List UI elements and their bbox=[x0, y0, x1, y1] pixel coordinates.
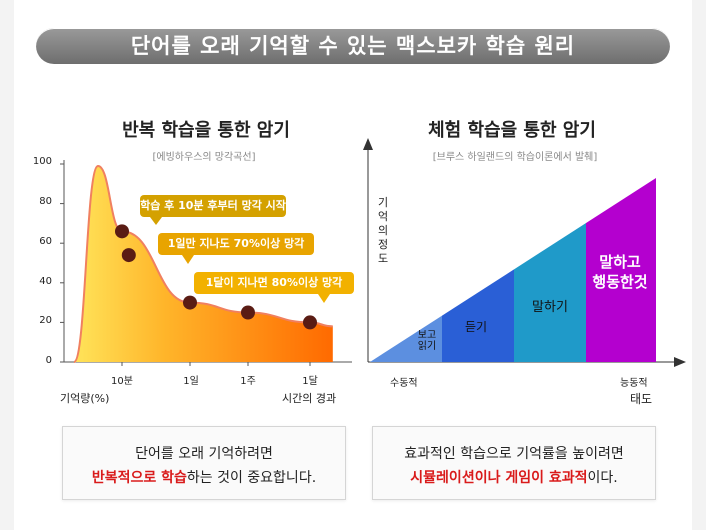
right-x-arrow bbox=[674, 357, 686, 367]
left-chart-subtitle: [에빙하우스의 망각곡선] bbox=[152, 152, 256, 163]
callout-1day-text: 1일만 지나도 70%이상 망각 bbox=[167, 237, 305, 250]
left-card-rest: 하는 것이 중요합니다. bbox=[186, 470, 317, 486]
forgetting-curve-line bbox=[73, 164, 333, 363]
right-card-highlight: 시뮬레이션이나 게임이 효과적 bbox=[410, 470, 588, 486]
segment-act-label: 말하고 행동한것 bbox=[592, 253, 648, 291]
y-tick-60: 60 bbox=[39, 236, 52, 247]
forgetting-curve-chart bbox=[60, 160, 352, 366]
left-chart-title: 반복 학습을 통한 암기 bbox=[122, 120, 290, 141]
left-card-line1: 단어를 오래 기억하려면 bbox=[135, 446, 273, 462]
x-tick-1day: 1일 bbox=[183, 376, 199, 387]
y-tick-80: 80 bbox=[39, 196, 52, 207]
right-card-rest: 이다. bbox=[587, 470, 618, 486]
right-chart-title: 체험 학습을 통한 암기 bbox=[428, 120, 596, 141]
right-y-label: 기억의 정도 bbox=[377, 196, 389, 265]
banner-title: 단어를 오래 기억할 수 있는 맥스보카 학습 원리 bbox=[130, 34, 576, 58]
y-tick-100: 100 bbox=[32, 156, 52, 167]
title-banner: 단어를 오래 기억할 수 있는 맥스보카 학습 원리 bbox=[36, 28, 670, 64]
x-tick-1month: 1달 bbox=[302, 376, 318, 387]
page: 단어를 오래 기억할 수 있는 맥스보카 학습 원리 반복 학습을 통한 암기 … bbox=[14, 0, 692, 530]
segment-listen-label: 듣기 bbox=[464, 320, 488, 334]
segment-read-label: 보고 읽기 bbox=[417, 330, 437, 352]
curve-marker-1 bbox=[115, 224, 129, 239]
right-chart-subtitle: [브루스 하일랜드의 학습이론에서 발췌] bbox=[432, 152, 598, 163]
x-tick-10min: 10분 bbox=[111, 376, 133, 387]
callout-1month: 1달이 지나면 80%이상 망각 bbox=[194, 272, 354, 303]
x-tick-1week: 1주 bbox=[240, 376, 256, 387]
right-card-line1: 효과적인 학습으로 기억률을 높이려면 bbox=[404, 446, 624, 462]
x-unit-label: 태도 bbox=[630, 392, 653, 406]
left-x-label: 시간의 경과 bbox=[282, 392, 337, 405]
x-end-label: 능동적 bbox=[620, 378, 648, 389]
curve-marker-3 bbox=[183, 295, 197, 310]
left-summary-card: 단어를 오래 기억하려면 반복적으로 학습하는 것이 중요합니다. bbox=[62, 426, 346, 500]
segment-speak bbox=[514, 178, 586, 362]
experiential-learning-chart bbox=[363, 138, 686, 367]
right-summary-card: 효과적인 학습으로 기억률을 높이려면 시뮬레이션이나 게임이 효과적이다. bbox=[372, 426, 656, 500]
left-card-line2: 반복적으로 학습하는 것이 중요합니다. bbox=[63, 467, 345, 487]
curve-marker-2 bbox=[121, 248, 136, 263]
curve-marker-4 bbox=[241, 305, 255, 320]
x-start-label: 수동적 bbox=[390, 378, 418, 389]
segment-speak-label: 말하기 bbox=[532, 300, 568, 315]
y-tick-0: 0 bbox=[45, 355, 52, 366]
callout-10min-text: 학습 후 10분 후부터 망각 시작 bbox=[140, 199, 286, 212]
curve-marker-5 bbox=[303, 315, 317, 330]
right-card-line2: 시뮬레이션이나 게임이 효과적이다. bbox=[373, 467, 655, 487]
right-y-arrow bbox=[363, 138, 373, 150]
y-tick-20: 20 bbox=[39, 315, 52, 326]
left-y-label: 기억량(%) bbox=[60, 392, 110, 405]
callout-10min: 학습 후 10분 후부터 망각 시작 bbox=[140, 195, 286, 225]
forgetting-curve-area bbox=[74, 165, 333, 362]
left-card-highlight: 반복적으로 학습 bbox=[91, 470, 187, 486]
callout-1day: 1일만 지나도 70%이상 망각 bbox=[158, 233, 314, 264]
callout-1month-text: 1달이 지나면 80%이상 망각 bbox=[205, 276, 343, 289]
y-tick-40: 40 bbox=[39, 276, 52, 287]
